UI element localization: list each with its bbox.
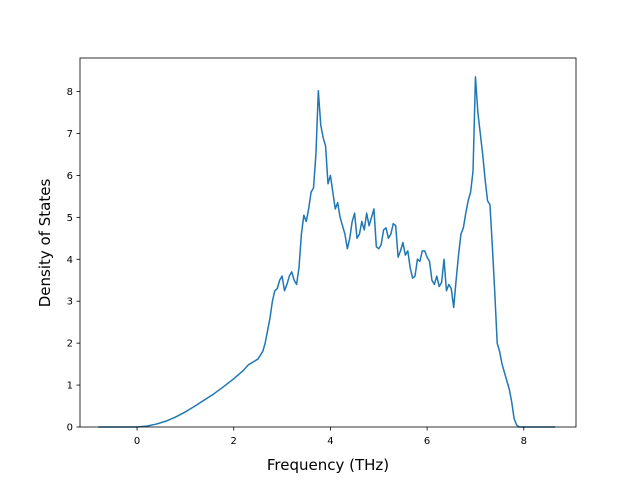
- y-tick-label: 2: [67, 339, 73, 350]
- y-tick-label: 5: [67, 213, 73, 224]
- y-tick-label: 3: [67, 297, 73, 308]
- y-tick-label: 0: [67, 423, 73, 434]
- y-tick-label: 7: [67, 129, 73, 140]
- plot-area: [98, 76, 556, 428]
- y-axis-label: Density of States: [36, 179, 54, 308]
- x-tick-label: 8: [521, 436, 527, 447]
- x-tick-label: 4: [327, 436, 333, 447]
- y-tick-label: 1: [67, 381, 73, 392]
- y-tick-label: 8: [67, 87, 73, 98]
- x-tick-label: 2: [231, 436, 237, 447]
- y-tick-label: 6: [67, 171, 73, 182]
- series-line-1: [98, 76, 556, 428]
- plot-frame: [79, 57, 577, 428]
- x-axis-label: Frequency (THz): [267, 456, 389, 474]
- y-tick-label: 4: [67, 255, 73, 266]
- x-tick-label: 0: [134, 436, 140, 447]
- y-axis-ticks: 0 1 2 3 4 5 6 7 8: [67, 87, 80, 434]
- x-tick-label: 6: [424, 436, 430, 447]
- x-axis-ticks: 0 2 4 6 8: [134, 427, 527, 447]
